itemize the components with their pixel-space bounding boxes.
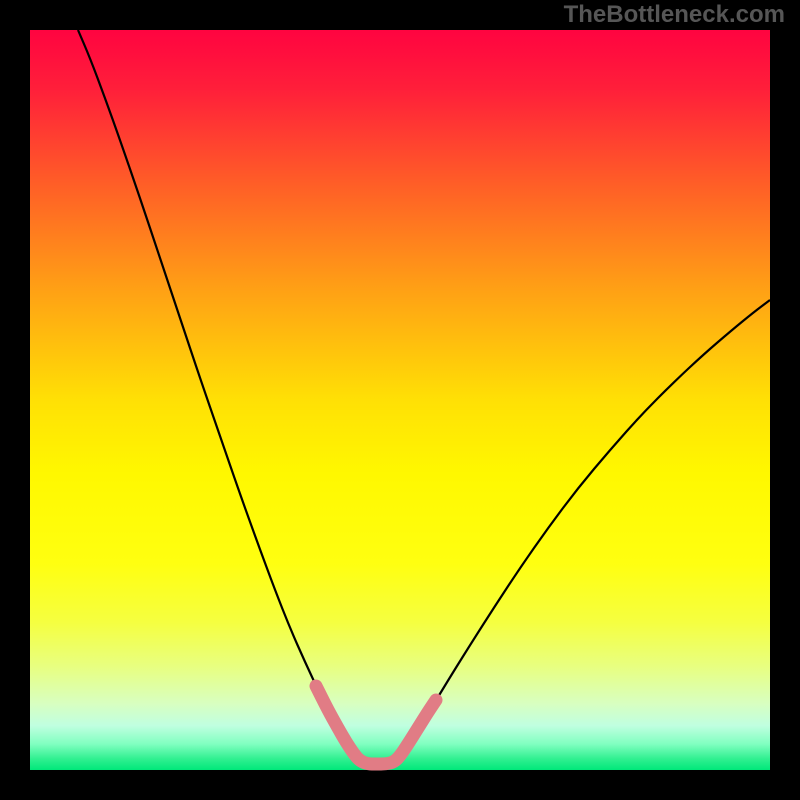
chart-gradient-bg — [30, 30, 770, 770]
bottleneck-chart — [0, 0, 800, 800]
chart-container: TheBottleneck.com — [0, 0, 800, 800]
watermark-text: TheBottleneck.com — [564, 1, 785, 29]
